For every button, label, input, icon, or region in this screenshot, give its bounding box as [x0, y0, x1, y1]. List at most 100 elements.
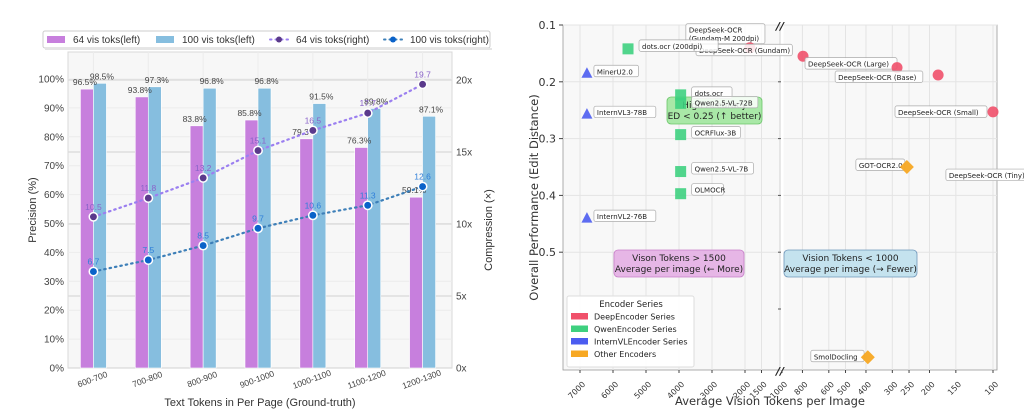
legend-label: 100 vis toks(right) [410, 35, 489, 46]
point-label: OLMOCR [691, 183, 726, 196]
x-axis-label: Average Vision Tokens per Image [675, 394, 865, 408]
legend-swatch [571, 313, 588, 320]
point-label-64: 11.8 [140, 183, 156, 193]
ytick-right: 15x [456, 148, 472, 159]
point-label-box [691, 162, 754, 175]
bar-100-vis-toks [202, 87, 217, 369]
point-label: DeepSeek-OCR (Large) [804, 57, 898, 70]
legend-item: 100 vis toks(right) [383, 35, 489, 46]
point-label-box [834, 70, 924, 83]
point-label-box [593, 105, 657, 119]
point-qwen2-5-vl-7b [675, 166, 687, 178]
point-label: Qwen2.5-VL-72B [691, 96, 759, 109]
point-label: DeepSeek-OCR (Small) [894, 105, 988, 118]
annotation-box [613, 249, 745, 278]
ytick-left: 10% [44, 335, 64, 346]
point-label-box [691, 96, 759, 109]
x-axis-label: Text Tokens in Per Page (Ground-truth) [164, 397, 355, 409]
point-label-box [638, 39, 719, 52]
point-100-vis-toks [88, 266, 99, 277]
legend-item: 100 vis toks(left) [156, 35, 255, 46]
point-label-box [894, 105, 988, 118]
point-qwen2-5-vl-72b [675, 97, 687, 109]
legend-marker [390, 36, 396, 43]
point-label-100: 10.6 [305, 200, 322, 210]
point-label: InternVL2-76B [593, 209, 657, 222]
xtick: 7000 [566, 380, 587, 401]
annotation-line: Average per image (← More) [615, 265, 743, 275]
point-label-text: DeepSeek-OCR [689, 27, 743, 35]
point-label-100: 8.5 [197, 231, 209, 241]
point-label: DeepSeek-OCR (Base) [834, 70, 924, 83]
point-label-64: 19.7 [414, 69, 431, 79]
point-label-box [593, 64, 639, 78]
point-100-vis-toks [307, 210, 318, 221]
point-label-box [593, 209, 657, 222]
point-deepseek-ocr-base [932, 69, 944, 81]
legend-label: 64 vis toks(left) [73, 35, 140, 46]
point-smoldocling [860, 350, 875, 365]
bar-label-100: 96.8% [254, 76, 279, 86]
ytick-left: 60% [44, 190, 64, 201]
point-label-64: 16.5 [305, 115, 322, 125]
ytick-left: 30% [44, 277, 64, 288]
point-64-vis-toks [253, 145, 263, 156]
point-label: OCRFlux-3B [691, 126, 742, 139]
bar-label-64: 79.3% [292, 127, 317, 137]
legend-item: 64 vis toks(left) [47, 35, 140, 46]
point-100-vis-toks [198, 240, 209, 251]
point-label: SmolDocling [810, 349, 865, 363]
point-olmocr [675, 188, 687, 200]
ytick-right: 20x [456, 76, 472, 87]
point-label: dots.ocr (200dpi) [638, 39, 719, 52]
legend: Encoder Series DeepEncoder Series QwenEnco… [566, 295, 695, 368]
bar-label-100: 91.5% [309, 92, 334, 102]
bar-label-100: 98.5% [90, 71, 115, 81]
bar-100-vis-toks [312, 103, 327, 369]
bar-label-64: 93.8% [128, 85, 153, 95]
point-label-text: GOT-OCR2.0 [859, 162, 903, 170]
ytick: 0.3 [539, 133, 557, 146]
point-label-100: 11.3 [360, 190, 376, 200]
bar-label-64: 85.8% [237, 108, 262, 118]
legend-shadow [45, 48, 492, 50]
axis-break-marker-top: // [774, 20, 785, 33]
point-label-text: DeepSeek-OCR (Large) [808, 61, 889, 69]
point-label-text: DeepSeek-OCR (Tiny) [949, 172, 1024, 180]
legend-title: Encoder Series [599, 300, 663, 310]
legend-item: Other Encoders [571, 350, 656, 359]
point-100-vis-toks [362, 200, 373, 211]
bar-label-64: 76.3% [347, 135, 372, 145]
point-64-vis-toks [307, 125, 318, 136]
bar-100-vis-toks [93, 83, 107, 369]
point-label-100: 7.5 [142, 245, 154, 255]
annotation-line: Vision Tokens < 1000 [802, 254, 898, 264]
legend-item: InternVLEncoder Series [571, 338, 688, 347]
ytick-left: 40% [44, 248, 64, 259]
legend-swatch [571, 350, 588, 357]
point-label-64: 17.7 [359, 98, 376, 108]
point-label-text: Qwen2.5-VL-7B [695, 166, 749, 174]
ytick-left: 50% [44, 219, 64, 230]
point-label-text: DeepSeek-OCR (Gundam) [699, 47, 790, 55]
annotation-line: Vison Tokens > 1500 [632, 254, 726, 264]
point-label: DeepSeek-OCR (Tiny) [945, 168, 1024, 181]
point-label-text: (Gundam-M 200dpi) [689, 35, 760, 43]
point-100-vis-toks [253, 223, 263, 234]
legend-label: DeepEncoder Series [594, 313, 675, 322]
point-label-box [685, 23, 766, 45]
xtick: 6000 [599, 380, 620, 401]
legend-marker [276, 36, 282, 43]
legend-label: QwenEncoder Series [594, 325, 677, 334]
point-label-text: OLMOCR [695, 187, 726, 195]
legend-label: 100 vis toks(left) [182, 35, 255, 46]
point-label: GOT-OCR2.0 [855, 158, 906, 171]
legend-swatch [156, 36, 174, 43]
xtick: 200 [920, 380, 937, 397]
point-100-vis-toks [143, 255, 154, 265]
point-label-64: 15.1 [250, 136, 267, 146]
point-dots-ocr-200dpi [622, 43, 634, 55]
xtick: 250 [899, 380, 916, 397]
